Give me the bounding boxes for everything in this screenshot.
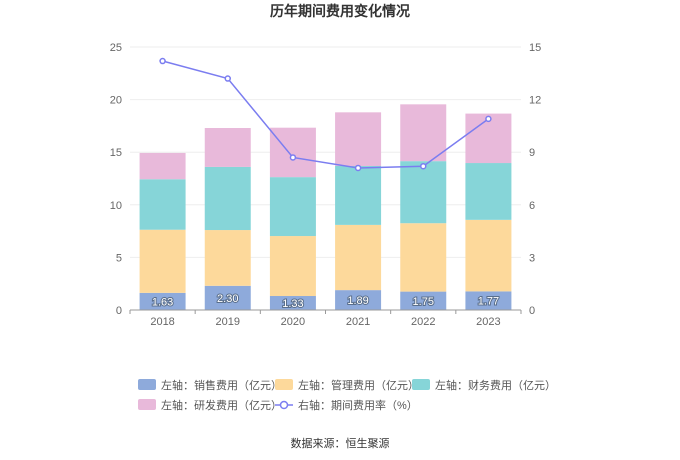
bar-segment xyxy=(400,104,447,162)
bar-labels: 1.63 2.30 1.33 1.89 1.75 1.77 xyxy=(151,292,500,311)
legend-label: 左轴：研发费用（亿元） xyxy=(161,398,282,412)
source-text: 数据来源：恒生聚源 xyxy=(291,436,390,450)
bar-segment xyxy=(465,163,512,220)
x-axis-tick-label: 2021 xyxy=(346,316,370,328)
x-axis-tick-label: 2022 xyxy=(411,316,435,328)
bar-segment xyxy=(139,179,186,230)
rate-line xyxy=(159,57,492,172)
legend-swatch xyxy=(138,379,156,390)
legend-swatch xyxy=(138,399,156,410)
legend-label: 左轴：财务费用（亿元） xyxy=(435,378,556,392)
left-axis-tick-label: 25 xyxy=(110,42,122,54)
rate-line-point xyxy=(159,57,166,65)
rate-line-point xyxy=(354,164,362,172)
bar-segment xyxy=(269,296,316,310)
legend-label: 右轴：期间费用率（%） xyxy=(298,398,418,412)
left-axis-tick-label: 5 xyxy=(116,252,122,264)
right-axis-tick-label: 0 xyxy=(529,305,535,317)
bar-segment xyxy=(204,128,251,167)
bar-segment xyxy=(269,236,316,297)
bar-segment xyxy=(204,230,251,286)
rate-line-path xyxy=(162,60,489,169)
bar-data-label: 1.77 xyxy=(478,296,499,308)
right-axis-tick-label: 6 xyxy=(529,200,535,212)
bar-segment xyxy=(335,165,382,225)
legend-swatch xyxy=(275,379,293,390)
legend-label: 左轴：销售费用（亿元） xyxy=(161,378,282,392)
rate-line-point xyxy=(224,75,231,82)
x-axis-tick-label: 2019 xyxy=(216,316,240,328)
chart-title: 历年期间费用变化情况 xyxy=(270,3,410,19)
bar-segment xyxy=(335,224,382,291)
bar-segment xyxy=(139,292,186,310)
legend-swatch xyxy=(412,379,430,390)
bar-segment xyxy=(465,219,512,292)
legend: 左轴：销售费用（亿元） 左轴：管理费用（亿元） 左轴：财务费用（亿元） 左轴：研发费用… xyxy=(138,378,556,412)
rate-line-point xyxy=(420,162,427,170)
left-axis-tick-label: 15 xyxy=(110,147,122,159)
legend-marker xyxy=(279,400,289,410)
bar-data-label: 1.63 xyxy=(152,296,173,308)
left-axis-tick-label: 20 xyxy=(110,95,122,107)
bar-segment xyxy=(335,112,382,166)
legend-label: 左轴：管理费用（亿元） xyxy=(298,378,419,392)
axes: 0 5 10 15 20 25 0 3 6 9 12 15 2018 2019 2020 2021 2022 20… xyxy=(110,42,542,328)
right-axis-tick-label: 12 xyxy=(529,95,541,107)
bars xyxy=(139,104,512,310)
bar-segment xyxy=(204,285,251,310)
grid-lines xyxy=(130,46,521,311)
rate-line-point xyxy=(485,115,492,123)
x-axis-tick-label: 2020 xyxy=(281,316,305,328)
bar-segment xyxy=(204,166,251,231)
bar-segment xyxy=(139,229,186,293)
bar-data-label: 2.30 xyxy=(217,293,238,305)
left-axis-tick-label: 0 xyxy=(116,305,122,317)
right-axis-tick-label: 9 xyxy=(529,147,535,159)
rate-line-point xyxy=(289,154,297,161)
bar-segment xyxy=(400,223,447,292)
bar-segment xyxy=(269,127,316,178)
bar-segment xyxy=(400,161,447,224)
bar-segment xyxy=(269,177,316,237)
bar-data-label: 1.33 xyxy=(282,298,303,310)
right-axis-tick-label: 3 xyxy=(529,252,535,264)
bar-data-label: 1.89 xyxy=(347,295,368,307)
bar-data-label: 1.75 xyxy=(413,296,434,308)
left-axis-tick-label: 10 xyxy=(110,200,122,212)
bar-segment xyxy=(400,291,447,310)
bar-segment xyxy=(335,290,382,310)
bar-segment xyxy=(465,291,512,310)
right-axis-tick-label: 15 xyxy=(529,42,541,54)
bar-segment xyxy=(139,152,186,180)
x-axis-tick-label: 2023 xyxy=(476,316,500,328)
x-axis-tick-label: 2018 xyxy=(150,316,174,328)
